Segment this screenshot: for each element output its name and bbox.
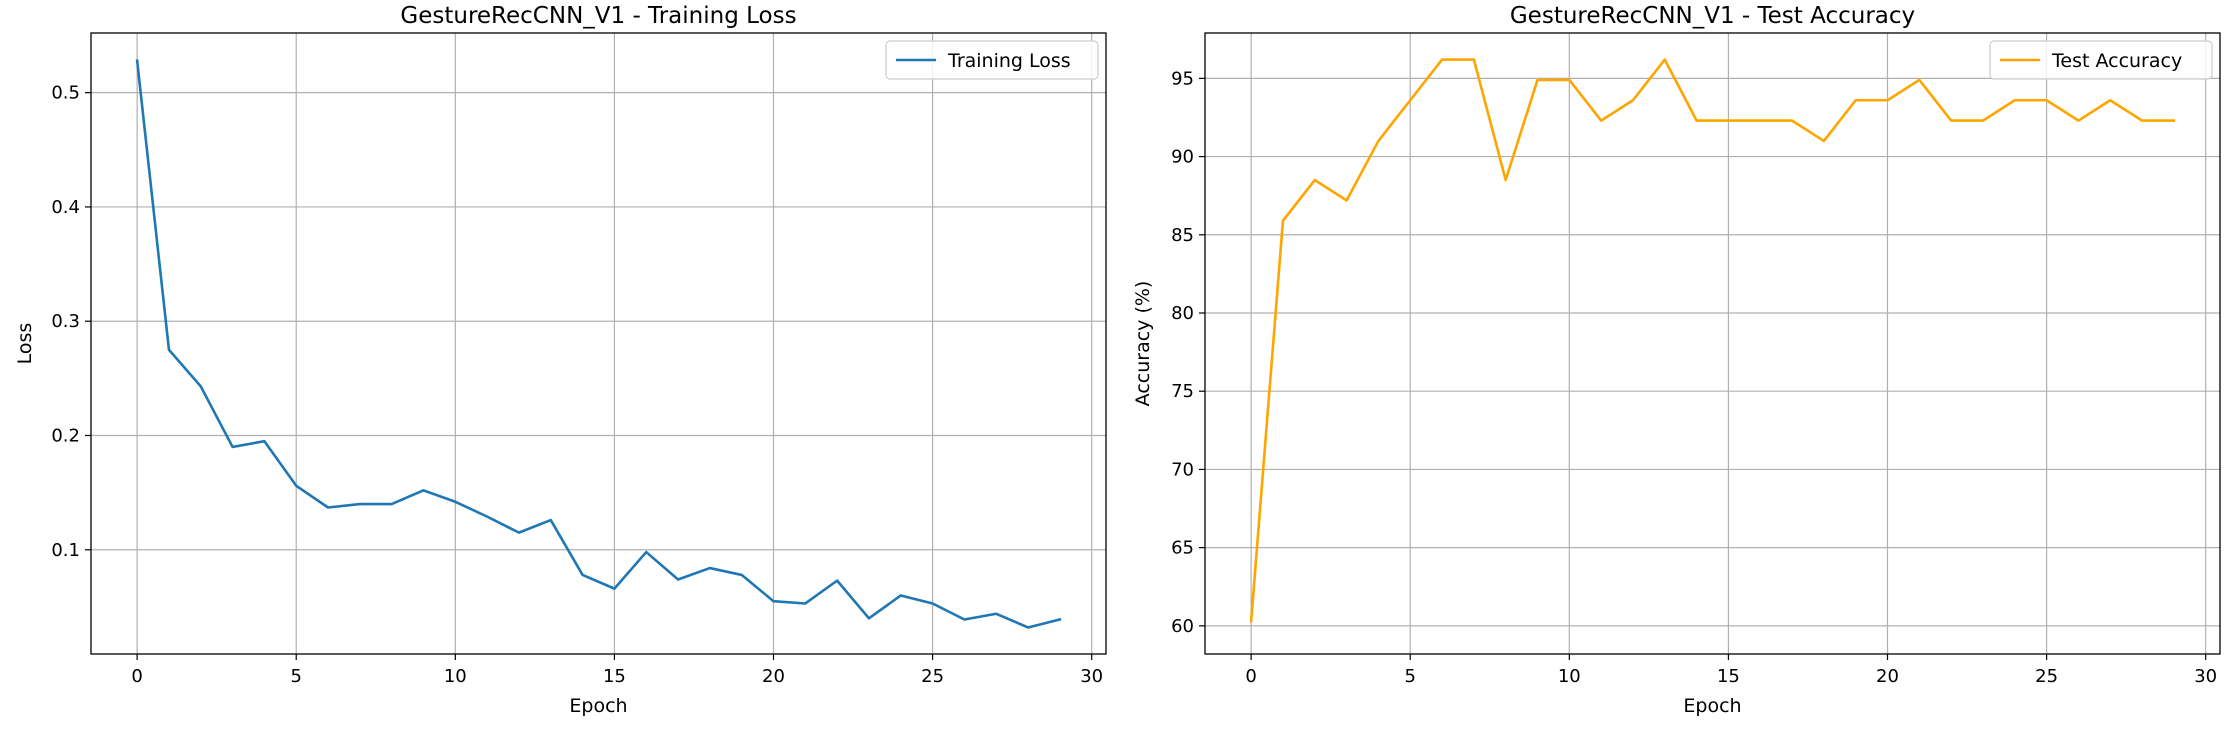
legend: Test Accuracy <box>1989 40 2213 80</box>
x-tick-label: 0 <box>131 666 142 687</box>
legend-label: Test Accuracy <box>2051 50 2182 72</box>
x-tick-label: 20 <box>762 666 785 687</box>
y-tick-label: 0.3 <box>51 311 80 332</box>
y-tick-label: 0.2 <box>51 425 80 446</box>
y-axis-label: Loss <box>14 323 36 365</box>
y-tick-label: 0.4 <box>51 197 80 218</box>
y-tick-label: 0.1 <box>51 540 80 561</box>
x-tick-label: 30 <box>1080 666 1103 687</box>
x-tick-label: 30 <box>2194 666 2217 687</box>
x-tick-label: 20 <box>1876 666 1899 687</box>
series-line-training-loss <box>135 59 1062 629</box>
series-line-test-accuracy <box>1249 58 2176 623</box>
plot-frame <box>1204 32 2221 655</box>
y-tick-label: 65 <box>1171 538 1194 559</box>
y-tick-label: 60 <box>1171 616 1194 637</box>
y-tick-label: 70 <box>1171 459 1194 480</box>
y-tick-label: 90 <box>1171 147 1194 168</box>
x-tick-label: 5 <box>291 666 302 687</box>
y-tick-label: 0.5 <box>51 83 80 104</box>
y-tick-label: 80 <box>1171 303 1194 324</box>
y-tick-label: 75 <box>1171 381 1194 402</box>
legend-label: Training Loss <box>947 50 1071 72</box>
x-tick-label: 15 <box>603 666 626 687</box>
y-axis-label: Accuracy (%) <box>1132 281 1154 407</box>
y-tick-label: 85 <box>1171 225 1194 246</box>
x-tick-label: 5 <box>1405 666 1416 687</box>
chart-title: GestureRecCNN_V1 - Training Loss <box>400 3 796 29</box>
legend: Training Loss <box>885 40 1099 80</box>
chart-title: GestureRecCNN_V1 - Test Accuracy <box>1510 3 1915 29</box>
x-tick-label: 25 <box>2035 666 2058 687</box>
x-tick-label: 10 <box>1558 666 1581 687</box>
x-axis-label: Epoch <box>569 695 627 717</box>
x-tick-label: 0 <box>1245 666 1256 687</box>
legend-box <box>885 40 1099 80</box>
x-tick-label: 25 <box>921 666 944 687</box>
legend-box <box>1989 40 2213 80</box>
x-axis-label: Epoch <box>1683 695 1741 717</box>
training-loss-chart: 0 5 10 15 20 25 30 0.1 0.2 0.3 0.4 0.5 GestureRecCNN… <box>14 3 1107 717</box>
plot-frame <box>90 32 1107 655</box>
x-tick-label: 15 <box>1717 666 1740 687</box>
y-tick-label: 95 <box>1171 68 1194 89</box>
x-tick-label: 10 <box>444 666 467 687</box>
test-accuracy-chart: 0 5 10 15 20 25 30 60 65 70 75 80 85 90 95 GestureRecCN… <box>1132 3 2221 717</box>
